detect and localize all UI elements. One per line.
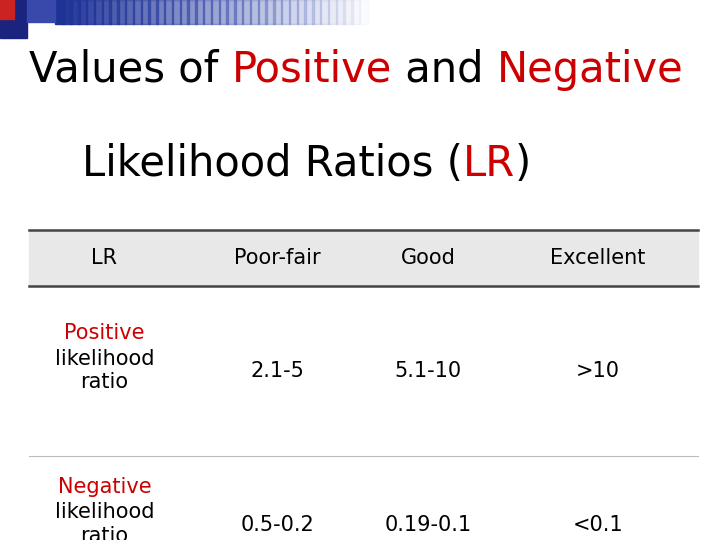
Bar (281, 0, 290, 24)
Bar (266, 0, 274, 24)
Bar (328, 0, 337, 24)
Bar (55, 0, 64, 24)
Bar (195, 0, 204, 24)
Text: Good: Good (401, 248, 456, 268)
Bar (125, 0, 134, 24)
Text: Excellent: Excellent (550, 248, 645, 268)
Bar (507, 0, 516, 24)
Text: 5.1-10: 5.1-10 (395, 361, 462, 381)
Bar (336, 0, 345, 24)
Text: 0.19-0.1: 0.19-0.1 (384, 515, 472, 535)
Bar (148, 0, 158, 24)
Bar (203, 0, 212, 24)
Bar (468, 0, 477, 24)
Bar (27, 0, 55, 22)
Bar (390, 0, 400, 24)
Bar (343, 0, 353, 24)
Text: LR: LR (91, 248, 117, 268)
Text: LR: LR (463, 143, 515, 185)
Bar (492, 0, 501, 24)
Bar (258, 0, 266, 24)
Bar (86, 0, 95, 24)
Bar (445, 0, 454, 24)
Text: Values of: Values of (29, 49, 231, 91)
Text: likelihood
ratio: likelihood ratio (55, 349, 154, 392)
Bar (515, 0, 524, 24)
Bar (71, 0, 79, 24)
Bar (366, 0, 376, 24)
Text: likelihood
ratio: likelihood ratio (55, 502, 154, 540)
Bar (63, 0, 72, 24)
Bar (452, 0, 462, 24)
Bar (398, 0, 408, 24)
Bar (164, 0, 174, 24)
Bar (140, 0, 150, 24)
Bar (437, 0, 446, 24)
Bar (94, 0, 103, 24)
Bar (499, 0, 508, 24)
Bar (413, 0, 423, 24)
Text: >10: >10 (575, 361, 620, 381)
Bar (289, 0, 298, 24)
Bar (312, 0, 321, 24)
Bar (172, 0, 181, 24)
Bar (226, 0, 235, 24)
Bar (211, 0, 220, 24)
Bar (374, 0, 384, 24)
Text: and: and (392, 49, 497, 91)
Text: Negative: Negative (58, 477, 151, 497)
Bar (320, 0, 329, 24)
Bar (476, 0, 485, 24)
Bar (78, 0, 87, 24)
Bar (242, 0, 251, 24)
Text: Poor-fair: Poor-fair (234, 248, 320, 268)
Text: 2.1-5: 2.1-5 (251, 361, 304, 381)
Bar (132, 0, 142, 24)
Bar (156, 0, 166, 24)
Bar (102, 0, 111, 24)
Text: 0.5-0.2: 0.5-0.2 (240, 515, 314, 535)
Bar (234, 0, 243, 24)
Bar (359, 0, 368, 24)
Bar (351, 0, 361, 24)
Bar (273, 0, 282, 24)
Text: Positive: Positive (231, 49, 392, 91)
Bar (406, 0, 415, 24)
Text: Positive: Positive (64, 322, 145, 343)
Bar (219, 0, 228, 24)
Text: Likelihood Ratios (: Likelihood Ratios ( (29, 143, 463, 185)
Bar (460, 0, 469, 24)
Bar (305, 0, 313, 24)
Bar (0, 0, 14, 19)
Text: ): ) (515, 143, 531, 185)
Bar (250, 0, 259, 24)
Text: Negative: Negative (497, 49, 683, 91)
Bar (109, 0, 119, 24)
Bar (187, 0, 197, 24)
Bar (117, 0, 127, 24)
Bar (0, 0, 27, 38)
Bar (179, 0, 189, 24)
Bar (382, 0, 392, 24)
Text: <0.1: <0.1 (572, 515, 623, 535)
Bar (484, 0, 493, 24)
Bar (421, 0, 431, 24)
Bar (29, 230, 698, 286)
Bar (429, 0, 438, 24)
Bar (297, 0, 306, 24)
